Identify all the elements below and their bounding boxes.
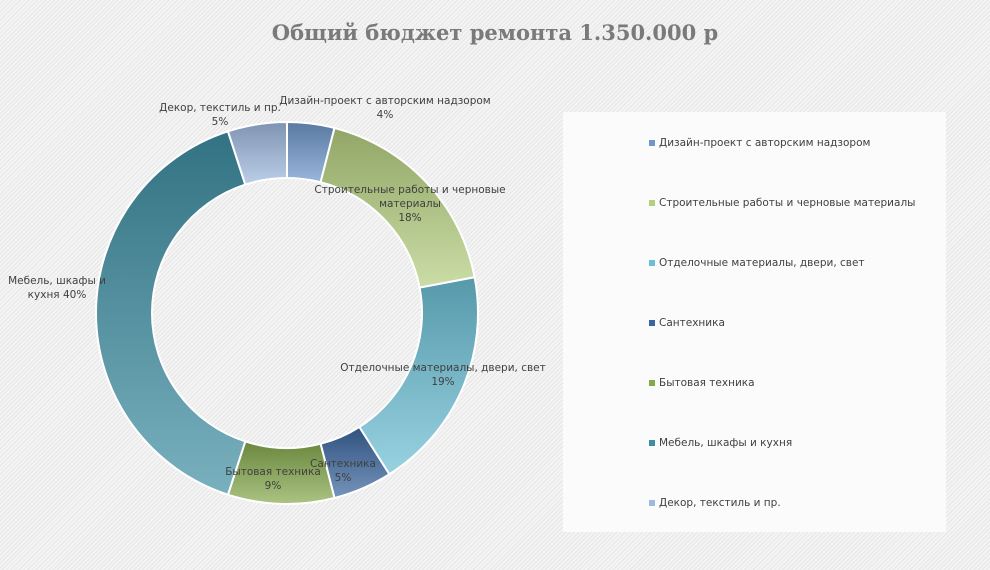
data-label: Строительные работы и черновые материалы 1… <box>314 183 505 225</box>
chart-title: Общий бюджет ремонта 1.350.000 р <box>271 20 719 45</box>
data-label-line: материалы <box>379 198 441 210</box>
legend-swatch <box>649 200 655 206</box>
data-label: Декор, текстиль и пр. 5% <box>159 101 281 129</box>
data-label-line: 5% <box>211 116 229 128</box>
data-label-line: Декор, текстиль и пр. <box>159 102 281 114</box>
data-label-line: Мебель, шкафы и <box>8 275 106 287</box>
legend: Дизайн-проект с авторским надзором Строит… <box>563 112 946 532</box>
legend-label: Дизайн-проект с авторским надзором <box>659 137 871 149</box>
legend-item: Бытовая техника <box>649 377 755 389</box>
data-label-line: 19% <box>431 376 455 388</box>
data-label-line: кухня 40% <box>27 289 87 301</box>
legend-item: Сантехника <box>649 317 725 329</box>
data-label-line: 5% <box>334 472 352 484</box>
data-label: Бытовая техника 9% <box>225 465 321 493</box>
data-label-line: Отделочные материалы, двери, свет <box>340 362 546 374</box>
legend-swatch <box>649 260 655 266</box>
legend-item: Дизайн-проект с авторским надзором <box>649 137 870 149</box>
donut-slice <box>95 130 247 496</box>
legend-item: Строительные работы и черновые материалы <box>649 197 915 209</box>
legend-swatch <box>649 320 655 326</box>
data-label: Сантехника 5% <box>310 457 376 485</box>
data-label-line: 9% <box>264 480 282 492</box>
data-label: Отделочные материалы, двери, свет 19% <box>340 361 546 389</box>
legend-swatch <box>649 140 655 146</box>
legend-label: Бытовая техника <box>659 377 755 389</box>
legend-label: Отделочные материалы, двери, свет <box>659 257 865 269</box>
donut-slice <box>226 120 288 186</box>
legend-swatch <box>649 500 655 506</box>
legend-swatch <box>649 380 655 386</box>
legend-label: Декор, текстиль и пр. <box>659 497 781 509</box>
data-label-line: 18% <box>398 212 422 224</box>
legend-item: Мебель, шкафы и кухня <box>649 437 792 449</box>
legend-swatch <box>649 440 655 446</box>
data-label-line: Дизайн-проект с авторским надзором <box>279 95 491 107</box>
legend-item: Декор, текстиль и пр. <box>649 497 781 509</box>
data-label-line: Бытовая техника <box>225 466 321 478</box>
data-label-line: Строительные работы и черновые <box>314 184 506 196</box>
data-label-line: Сантехника <box>310 458 376 470</box>
legend-label: Сантехника <box>659 317 725 329</box>
legend-label: Мебель, шкафы и кухня <box>659 437 793 449</box>
legend-label: Строительные работы и черновые материалы <box>659 197 916 209</box>
data-label: Дизайн-проект с авторским надзором 4% <box>279 94 490 122</box>
data-label: Мебель, шкафы и кухня 40% <box>8 274 106 302</box>
data-label-line: 4% <box>376 109 394 121</box>
legend-item: Отделочные материалы, двери, свет <box>649 257 865 269</box>
